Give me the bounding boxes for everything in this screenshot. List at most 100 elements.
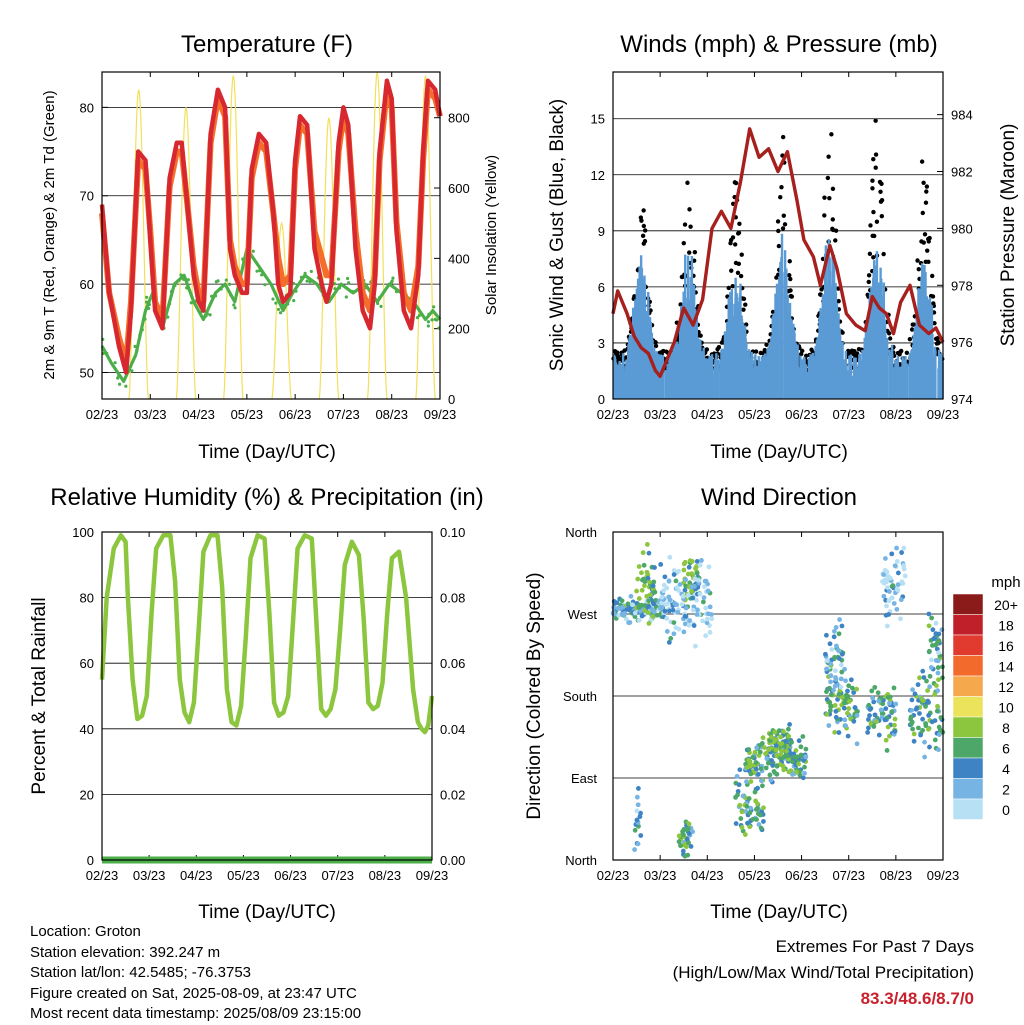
direction-point [839, 623, 845, 629]
direction-point [639, 587, 645, 593]
gust-point [640, 233, 646, 239]
direction-point [928, 665, 934, 670]
direction-point [753, 760, 759, 765]
direction-point [659, 605, 665, 611]
undefined-xtick-label: 08/23 [880, 407, 913, 422]
direction-point [690, 607, 696, 613]
gust-point [907, 337, 913, 342]
direction-point [686, 622, 692, 628]
direction-point [620, 604, 626, 610]
gust-point [739, 252, 744, 257]
direction-point [899, 550, 905, 555]
direction-point [763, 751, 768, 757]
direction-point [750, 754, 756, 760]
temp-2m-line [99, 78, 443, 375]
direction-point [933, 620, 939, 626]
direction-point [636, 596, 642, 601]
direction-point [824, 689, 829, 695]
direction-point [744, 804, 750, 809]
direction-point [836, 730, 842, 735]
direction-point [692, 576, 698, 582]
dewpoint-point [305, 279, 309, 283]
gust-point [638, 215, 644, 220]
gust-point [789, 294, 794, 299]
gust-point [819, 287, 824, 292]
gust-point [787, 273, 792, 278]
gust-point [878, 199, 884, 204]
direction-point [842, 700, 847, 706]
direction-point [769, 734, 774, 740]
direction-point [894, 606, 900, 612]
legend-swatch [952, 614, 984, 636]
dewpoint-point [415, 316, 420, 320]
gust-point [822, 195, 827, 200]
direction-point [619, 598, 625, 604]
dewpoint-point [347, 281, 351, 285]
direction-point [845, 694, 851, 699]
gust-point [881, 251, 886, 257]
dewpoint-point [417, 314, 421, 318]
direction-point [666, 578, 672, 584]
gust-point [833, 238, 838, 243]
direction-point [841, 705, 847, 711]
direction-point [933, 631, 939, 637]
dewpoint-point [145, 295, 149, 299]
gust-point [687, 250, 692, 255]
dewpoint-point [229, 293, 233, 297]
gust-point [681, 240, 686, 246]
undefined-xtick-label: 07/23 [832, 868, 865, 883]
direction-point [832, 628, 837, 634]
direction-point [876, 698, 882, 704]
undefined-xtick-label: 02/23 [86, 868, 119, 883]
dewpoint-point [204, 314, 208, 318]
dewpoint-point [391, 276, 395, 280]
dewpoint-point [351, 289, 355, 294]
direction-point [886, 589, 892, 594]
direction-point [839, 669, 845, 675]
direction-point [744, 779, 749, 785]
gust-point [738, 273, 744, 279]
direction-point [935, 688, 941, 694]
gust-point [909, 327, 915, 332]
direction-point [926, 726, 931, 732]
direction-point [796, 761, 802, 767]
dewpoint-point [344, 295, 348, 299]
dewpoint-point [274, 301, 278, 305]
direction-point [828, 692, 834, 698]
direction-point [750, 816, 756, 822]
direction-point [742, 832, 748, 837]
gust-point [873, 165, 878, 170]
direction-point [865, 729, 871, 735]
undefined-xtick-label: 03/23 [644, 407, 677, 422]
gust-point [910, 322, 915, 327]
direction-point [920, 716, 926, 722]
direction-point [646, 550, 652, 556]
direction-point [675, 609, 681, 615]
gust-point [743, 302, 748, 307]
pressure-ytick-label: 980 [951, 221, 973, 236]
humidity-ylabel: Percent & Total Rainfall [29, 597, 50, 794]
direction-point [679, 602, 685, 607]
dewpoint-point [378, 296, 382, 300]
dewpoint-point [214, 280, 218, 284]
direction-point [632, 610, 638, 616]
direction-point [654, 612, 660, 618]
direction-point [638, 833, 644, 838]
direction-point [704, 616, 710, 622]
direction-point [833, 714, 839, 720]
dewpoint-point [430, 318, 434, 322]
direction-point [911, 738, 917, 744]
direction-point [636, 617, 642, 623]
dewpoint-point [147, 302, 152, 307]
gust-point [867, 251, 873, 256]
extremes-subheading: (High/Low/Max Wind/Total Precipitation) [672, 963, 974, 982]
direction-point [824, 666, 829, 672]
undefined-xtick-label: 03/23 [134, 407, 167, 422]
direction-point [935, 658, 941, 664]
direction-point [892, 722, 897, 728]
direction-point [882, 567, 888, 573]
undefined-xtick-label: 08/23 [375, 407, 408, 422]
direction-point [683, 583, 689, 589]
direction-point [646, 621, 652, 626]
direction-point [891, 601, 897, 606]
